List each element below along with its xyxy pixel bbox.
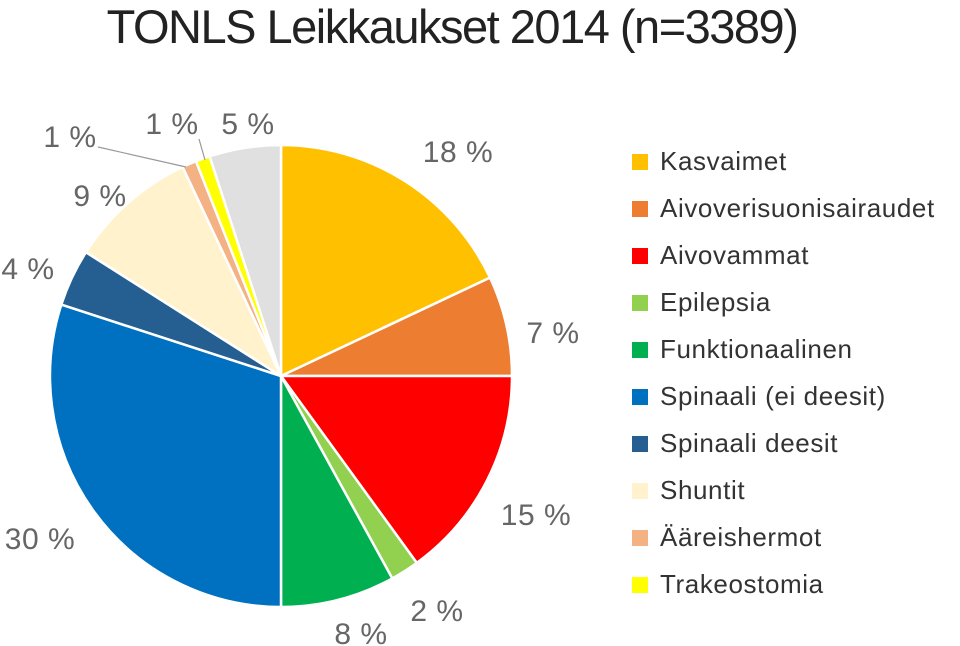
chart-title: TONLS Leikkaukset 2014 (n=3389): [106, 0, 799, 53]
pie-label: 15 %: [501, 499, 571, 532]
leader-line: [97, 146, 187, 168]
pie-slice-spinaali-ei-deesit-: [48, 303, 283, 609]
pie-slice-aivoverisuonisairaudet: [280, 275, 514, 378]
pie-label: 1 %: [43, 121, 96, 154]
pie-slice-aivovammat: [278, 374, 514, 565]
pie-label: 2 %: [410, 595, 463, 628]
legend-label: Shuntit: [660, 475, 746, 505]
legend-item: Spinaali (ei deesit): [632, 373, 935, 420]
legend-label: Ääreishermot: [660, 522, 822, 552]
legend-swatch: [632, 247, 648, 264]
pie-label: 1 %: [145, 108, 198, 141]
legend-label: Funktionaalinen: [660, 334, 853, 364]
legend-swatch: [632, 294, 648, 311]
legend-label: Spinaali (ei deesit): [660, 381, 886, 411]
pie-label: 30 %: [5, 523, 75, 556]
pie-slice-shuntit: [84, 165, 284, 380]
pie-labels: 18 % 7 % 15 % 2 % 8 % 30 % 4 % 9 % 1 % 1 % 5 %: [1, 108, 579, 646]
legend-label: Kasvaimet: [660, 146, 787, 176]
pie-label: 18 %: [423, 136, 493, 169]
legend-label: Trakeostomia: [660, 569, 824, 599]
legend-item: Spinaali deesit: [632, 420, 935, 467]
pie-slice-kasvaimet: [279, 143, 492, 378]
legend-item: Kasvaimet: [632, 138, 935, 185]
legend-item: Shuntit: [632, 467, 935, 514]
legend-swatch: [632, 388, 648, 405]
legend-item: Ääreishermot: [632, 514, 935, 561]
legend-item: Trakeostomia: [632, 561, 935, 608]
legend-swatch: [632, 153, 648, 170]
legend-swatch: [632, 435, 648, 452]
leader-line: [198, 138, 206, 161]
legend-label: Spinaali deesit: [660, 428, 839, 458]
legend-swatch: [632, 341, 648, 358]
legend-item: Funktionaalinen: [632, 326, 935, 373]
leader-lines: [97, 138, 206, 168]
legend-label: Aivovammat: [660, 240, 810, 270]
legend-item: Epilepsia: [632, 279, 935, 326]
legend-item: Aivoverisuonisairaudet: [632, 185, 935, 232]
legend-swatch: [632, 529, 648, 546]
legend-swatch: [632, 200, 648, 217]
pie-slices: [48, 143, 514, 609]
legend-item: Aivovammat: [632, 232, 935, 279]
pie-slice-funktionaalinen: [279, 375, 394, 609]
legend-swatch: [632, 576, 648, 593]
legend: Kasvaimet Aivoverisuonisairaudet Aivovamma…: [632, 138, 935, 608]
pie-label: 9 %: [73, 180, 126, 213]
pie-label: 7 %: [526, 317, 579, 350]
pie-label: 4 %: [1, 253, 54, 286]
legend-swatch: [632, 482, 648, 499]
legend-label: Aivoverisuonisairaudet: [660, 193, 935, 223]
pie-label: 5 %: [221, 108, 274, 141]
pie-slice-other: [208, 143, 283, 377]
pie-label: 8 %: [334, 618, 387, 646]
legend-label: Epilepsia: [660, 287, 771, 317]
